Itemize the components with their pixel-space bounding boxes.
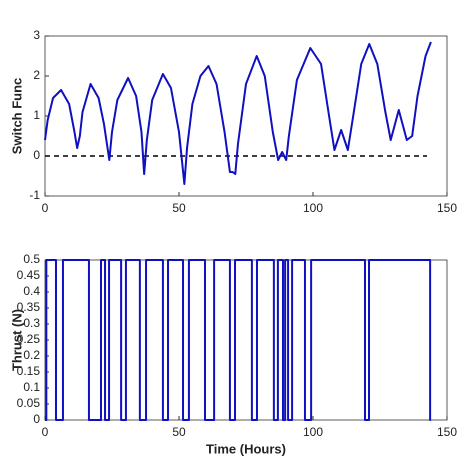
y-tick-label: 0.35 <box>17 300 41 314</box>
y-tick-label: 0.15 <box>17 364 41 378</box>
y-tick-label: 0.3 <box>23 316 40 330</box>
x-axis-label: Time (Hours) <box>206 441 286 456</box>
y-tick-label: 0.1 <box>23 380 40 394</box>
y-tick-label: 0 <box>33 148 40 162</box>
y-tick-label: 0 <box>33 412 40 426</box>
x-tick-label: 150 <box>437 425 457 439</box>
x-tick-label: 100 <box>303 425 323 439</box>
y-tick-label: 0.45 <box>17 268 41 282</box>
y-tick-label: 1 <box>33 108 40 122</box>
y-tick-label: 0.05 <box>17 396 41 410</box>
y-tick-label: -1 <box>29 188 40 202</box>
y-tick-label: 0.2 <box>23 348 40 362</box>
line-series <box>44 41 432 185</box>
x-tick-label: 50 <box>172 201 186 215</box>
x-tick-label: 150 <box>437 201 457 215</box>
y-tick-label: 2 <box>33 68 40 82</box>
y-axis-label: Switch Func <box>9 78 24 155</box>
y-tick-label: 0.4 <box>23 284 40 298</box>
y-tick-label: 3 <box>33 28 40 42</box>
x-tick-label: 0 <box>42 201 49 215</box>
x-tick-label: 100 <box>303 201 323 215</box>
y-tick-label: 0.25 <box>17 332 41 346</box>
y-axis-label: Thrust (N) <box>9 309 24 371</box>
x-tick-label: 50 <box>172 425 186 439</box>
line-series <box>45 259 432 421</box>
x-tick-label: 0 <box>42 425 49 439</box>
y-tick-label: 0.5 <box>23 252 40 266</box>
